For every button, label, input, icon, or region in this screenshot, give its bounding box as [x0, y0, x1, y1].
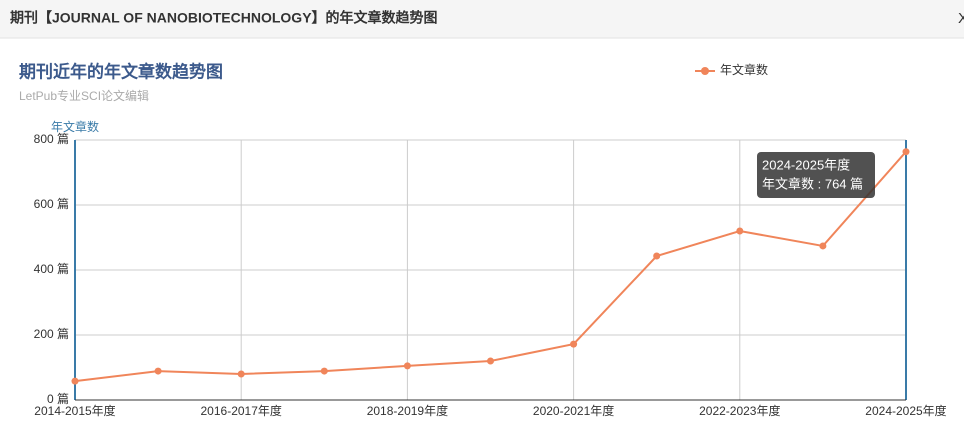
legend-label: 年文章数 — [720, 62, 768, 77]
x-tick-label: 2022-2023年度 — [699, 403, 780, 418]
data-point — [403, 362, 411, 370]
close-button[interactable]: X — [958, 10, 964, 27]
data-point — [570, 340, 578, 348]
y-tick-label: 800 篇 — [34, 131, 69, 146]
data-point — [819, 242, 827, 250]
y-axis-label: 年文章数 — [51, 119, 99, 134]
x-tick-label: 2020-2021年度 — [533, 403, 614, 418]
header-title: 期刊【JOURNAL OF NANOBIOTECHNOLOGY】的年文章数趋势图 — [10, 10, 438, 26]
tooltip-title: 2024-2025年度 — [762, 157, 850, 172]
y-tick-label: 400 篇 — [34, 261, 69, 276]
legend-marker — [701, 67, 709, 75]
y-tick-label: 200 篇 — [34, 326, 69, 341]
x-tick-label: 2024-2025年度 — [865, 403, 946, 418]
chart-title: 期刊近年的年文章数趋势图 — [19, 61, 223, 81]
tooltip-text: 年文章数 : 764 篇 — [762, 176, 863, 191]
x-tick-label: 2014-2015年度 — [34, 403, 115, 418]
y-tick-label: 600 篇 — [34, 196, 69, 211]
data-point — [736, 227, 744, 235]
data-point — [154, 367, 162, 375]
data-point — [71, 377, 79, 385]
y-tick-label: 0 篇 — [47, 391, 69, 406]
tooltip-box — [757, 152, 875, 198]
data-point — [902, 148, 910, 156]
x-tick-label: 2018-2019年度 — [367, 403, 448, 418]
x-tick-label: 2016-2017年度 — [201, 403, 282, 418]
data-point — [320, 367, 328, 375]
chart-subtitle: LetPub专业SCI论文编辑 — [19, 88, 149, 103]
header-bar — [0, 0, 964, 38]
data-point — [237, 370, 245, 378]
data-point — [487, 357, 494, 365]
data-point — [653, 252, 661, 260]
